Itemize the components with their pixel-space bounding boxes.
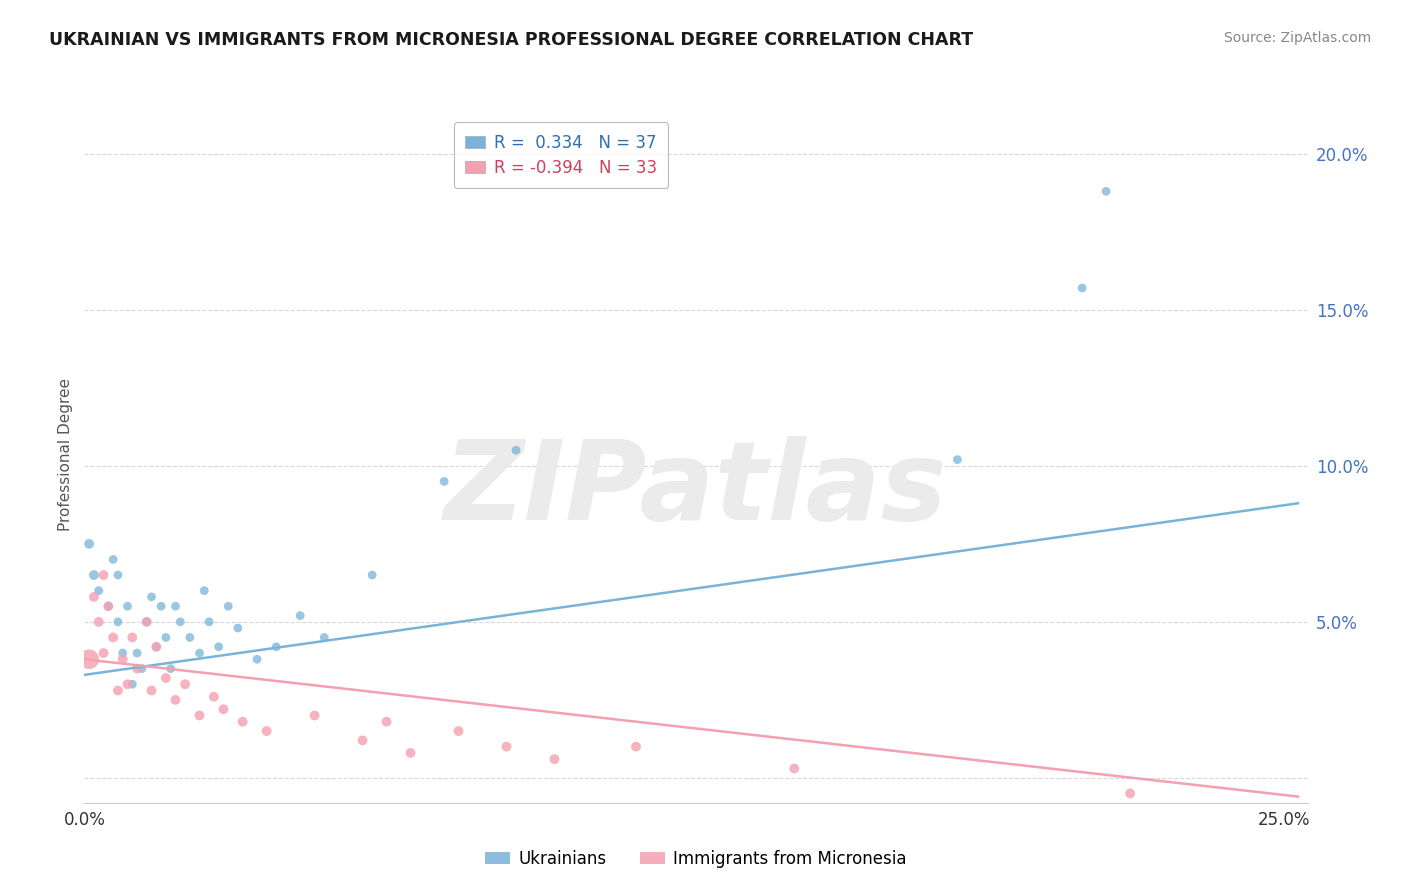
Point (97, 599, 120, 614)
Point (232, 714, 254, 729)
Point (783, 762, 806, 776)
Point (246, 652, 269, 666)
Point (107, 615, 129, 629)
Point (145, 640, 167, 654)
Point (101, 552, 124, 566)
Point (117, 677, 139, 691)
Point (624, 739, 647, 754)
Point (111, 652, 134, 666)
Point (198, 615, 221, 629)
Point (543, 752, 565, 766)
Point (87, 615, 110, 629)
Point (314, 631, 336, 645)
Point (83, 568, 105, 582)
Point (127, 662, 149, 676)
Point (165, 599, 187, 614)
Point (111, 646, 134, 660)
Point (117, 599, 139, 614)
Point (188, 708, 211, 723)
Point (208, 640, 231, 654)
Point (135, 615, 157, 629)
Point (495, 739, 517, 754)
Point (107, 683, 129, 698)
Point (352, 733, 374, 747)
Point (193, 583, 215, 598)
Point (1071, 281, 1094, 295)
Point (93, 646, 115, 660)
Point (131, 662, 153, 676)
Point (433, 475, 456, 489)
Point (169, 615, 191, 629)
Point (226, 621, 249, 635)
Point (505, 443, 527, 458)
Point (361, 568, 384, 582)
Point (141, 683, 163, 698)
Point (155, 671, 177, 685)
Text: ZIPatlas: ZIPatlas (444, 436, 948, 543)
Point (107, 568, 129, 582)
Point (77, 537, 100, 551)
Point (179, 631, 201, 645)
Point (127, 646, 149, 660)
Point (101, 631, 124, 645)
Point (217, 599, 239, 614)
Point (264, 640, 287, 654)
Point (87, 583, 110, 598)
Point (447, 724, 470, 739)
Point (145, 640, 167, 654)
Point (155, 631, 177, 645)
Point (212, 702, 235, 716)
Point (165, 693, 187, 707)
Point (97, 599, 120, 614)
Point (141, 590, 163, 604)
Point (188, 646, 211, 660)
Point (83, 590, 105, 604)
Point (202, 690, 225, 704)
Text: Source: ZipAtlas.com: Source: ZipAtlas.com (1223, 31, 1371, 45)
Point (375, 714, 398, 729)
Point (93, 568, 115, 582)
Point (946, 452, 969, 467)
Legend: Ukrainians, Immigrants from Micronesia: Ukrainians, Immigrants from Micronesia (478, 843, 914, 874)
Point (290, 608, 312, 623)
Point (256, 724, 278, 739)
Point (304, 708, 326, 723)
Point (174, 677, 197, 691)
Point (77, 652, 100, 666)
Y-axis label: Professional Degree: Professional Degree (58, 378, 73, 532)
Text: UKRAINIAN VS IMMIGRANTS FROM MICRONESIA PROFESSIONAL DEGREE CORRELATION CHART: UKRAINIAN VS IMMIGRANTS FROM MICRONESIA … (49, 31, 973, 49)
Point (121, 631, 143, 645)
Point (1119, 787, 1142, 801)
Point (150, 599, 173, 614)
Point (121, 677, 143, 691)
Point (399, 746, 422, 760)
Point (135, 615, 157, 629)
Point (159, 662, 181, 676)
Point (1095, 184, 1118, 198)
